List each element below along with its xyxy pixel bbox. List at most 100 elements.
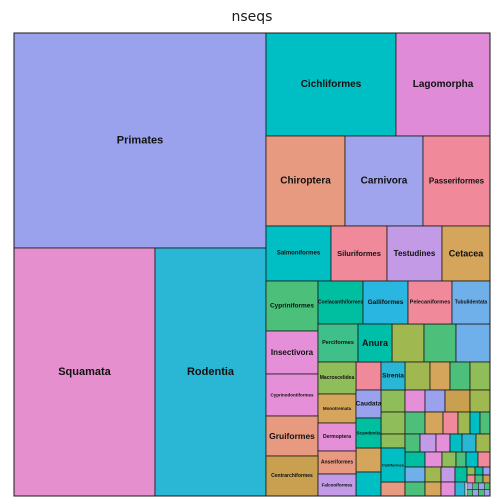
treemap-tile-scandentia [355,417,382,449]
treemap-minor-tile [469,389,491,413]
treemap-minor-tile [380,411,406,435]
treemap-tile-monotremata [317,393,357,424]
treemap-tile-insectivora [265,330,319,375]
treemap-minor-tile [455,451,467,468]
treemap-minor-tile [482,466,491,476]
treemap-tile-cypriniformes [265,280,319,332]
treemap-minor-tile [449,433,463,453]
treemap-minor-tile [419,433,437,453]
treemap-label-monotremata: Monotremata [323,406,352,411]
treemap-minor-tile [484,482,491,490]
treemap-minor-tile [465,451,479,468]
treemap-label-falconiformes: Falconiformes [322,483,353,488]
treemap-minor-tile [475,433,491,453]
treemap-minor-tile [404,466,426,483]
treemap-tile-salmoniformes [265,225,332,282]
treemap-minor-tile [461,433,477,453]
treemap-minor-tile [455,323,491,363]
treemap-label-anseriformes: Anseriformes [321,460,353,466]
treemap-tile-colliformes [380,447,406,483]
treemap-tile-dermoptera [317,422,357,452]
treemap-label-primates: Primates [117,135,163,147]
treemap-label-cichliformes: Cichliformes [301,79,362,90]
treemap-minor-tile [474,466,484,476]
treemap-label-salmoniformes: Salmoniformes [277,251,321,257]
treemap-label-gruiformes: Gruiformes [269,431,315,441]
treemap-minor-tile [466,489,473,497]
treemap-minor-tile [424,466,442,483]
treemap-label-macroscelidea: Macroscelidea [320,375,355,381]
treemap-minor-tile [444,389,471,413]
treemap-label-pelecaniformes: Pelecaniformes [410,300,451,306]
treemap-minor-tile [482,474,491,484]
treemap-minor-tile [466,482,473,490]
treemap-tile-cetacea [441,225,491,282]
treemap-tile-squamata [13,247,156,497]
treemap-label-siluriformes: Siluriformes [337,249,381,258]
treemap-minor-tile [424,451,443,468]
treemap-minor-tile [435,433,451,453]
treemap-minor-tile [441,451,457,468]
treemap-label-tubulidentata: Tubulidentata [455,300,488,306]
treemap-label-cyprinodontiformes: Cyprinodontiformes [270,393,313,398]
treemap-frame [13,32,491,497]
treemap-tile-coelacanthiformes [317,280,364,325]
treemap-minor-tile [442,411,459,435]
treemap-minor-tile [424,389,446,413]
treemap-minor-tile [440,481,456,497]
treemap-minor-tile [429,361,451,391]
treemap-label-sirenia: Sirenia [382,373,404,380]
treemap-tile-centrarchiformes [265,455,319,497]
treemap-minor-tile [424,481,442,497]
treemap-label-centrarchiformes: Centrarchiformes [271,473,313,479]
treemap-minor-tile [423,323,457,363]
treemap-minor-tile [469,411,481,435]
treemap-minor-tile [454,466,468,483]
treemap-tile-perciformes [317,323,359,363]
treemap-label-cetacea: Cetacea [449,249,485,259]
treemap-tile-sirenia [380,361,406,391]
treemap-minor-tile [478,482,485,490]
treemap-label-dermoptera: Dermoptera [323,434,351,440]
treemap-minor-tile [477,451,491,468]
treemap-label-galliformes: Galliformes [368,299,404,306]
treemap-minor-tile [466,474,476,484]
treemap-minor-tile [449,361,471,391]
treemap-label-squamata: Squamata [58,366,111,378]
treemap-label-lagomorpha: Lagomorpha [413,79,474,90]
treemap-minor-tile [457,411,471,435]
treemap-label-passeriformes: Passeriformes [429,177,485,186]
treemap-tile-cichliformes [265,32,397,137]
treemap-minor-tile [440,466,456,483]
treemap-tile-anura [357,323,393,363]
treemap-label-scandentia: Scandentia [356,431,381,436]
treemap-minor-tile [355,447,382,473]
treemap-minor-tile [424,411,444,435]
treemap-minor-tile [454,481,466,497]
treemap-minor-tile [404,481,426,497]
treemap-minor-tile [380,481,406,497]
treemap-label-caudata: Caudata [356,401,382,408]
treemap-label-carnivora: Carnivora [361,176,408,187]
treemap-label-testudines: Testudines [394,249,436,258]
treemap-minor-tile [404,389,426,413]
treemap-minor-tile [478,489,485,497]
treemap-label-perciformes: Perciformes [322,340,354,346]
treemap-label-chiroptera: Chiroptera [280,176,331,187]
treemap-minor-tile [380,433,406,449]
treemap-tile-macroscelidea [317,361,357,395]
treemap-minor-tile [391,323,425,363]
treemap-label-insectivora: Insectivora [271,348,314,357]
treemap-tile-carnivora [344,135,424,227]
treemap-label-colliformes: Colliformes [382,463,405,468]
treemap-minor-tile [472,482,479,490]
treemap-label-cypriniformes: Cypriniformes [270,303,314,310]
chart-title: nseqs [231,9,273,25]
treemap-minor-tile [404,361,431,391]
treemap-minor-tile [404,451,426,468]
treemap-label-coelacanthiformes: Coelacanthiformes [318,300,363,306]
treemap-minor-tile [404,411,426,435]
treemap-minor-tile [479,411,491,435]
treemap-tile-galliformes [362,280,409,325]
